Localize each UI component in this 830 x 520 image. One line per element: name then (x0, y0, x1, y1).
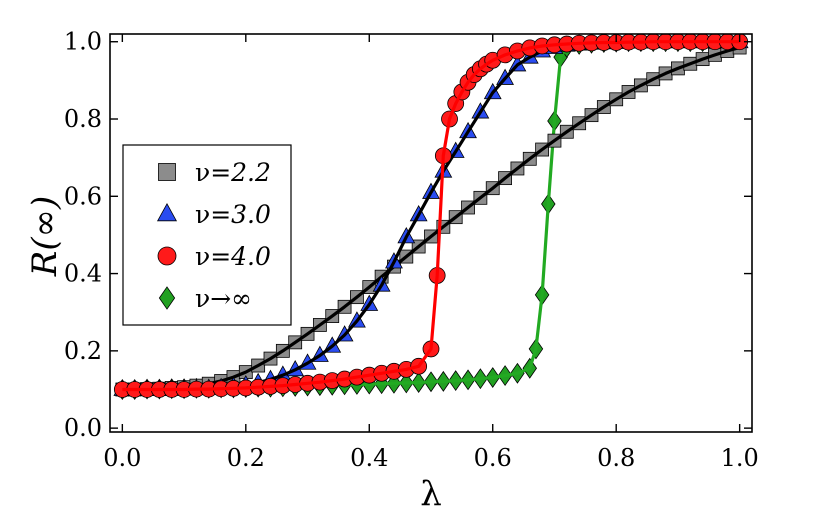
y-tick-label: 0.8 (64, 105, 102, 133)
x-axis: 0.0 0.2 0.4 0.6 0.8 1.0 (103, 34, 759, 472)
series-line (122, 45, 741, 392)
legend-marker-square (158, 163, 176, 181)
y-tick-label: 1.0 (64, 28, 102, 56)
legend-label: ν=4.0 (195, 242, 271, 271)
x-tick-label: 0.0 (103, 444, 141, 472)
legend-marker-circle (157, 246, 177, 266)
legend-label: ν=3.0 (195, 200, 271, 229)
plot-area (113, 34, 749, 400)
legend-box (122, 144, 292, 326)
x-axis-label: λ (420, 474, 442, 514)
legend-label: ν→∞ (195, 284, 252, 313)
y-tick-label: 0.6 (64, 182, 102, 210)
legend-value: 2.2 (230, 158, 271, 187)
legend-symbol: ν= (195, 242, 231, 271)
x-tick-label: 0.4 (350, 444, 388, 472)
y-axis-label: R(∞) (25, 196, 65, 277)
x-tick-label: 0.2 (227, 444, 265, 472)
legend-value: 4.0 (230, 242, 271, 271)
legend-marker-diamond (158, 286, 176, 310)
legend-symbol: ν= (195, 158, 231, 187)
legend-label: ν=2.2 (195, 158, 271, 187)
legend-value: 3.0 (231, 200, 271, 229)
y-tick-label: 0.0 (64, 414, 102, 442)
x-tick-label: 0.6 (474, 444, 512, 472)
series-circle (113, 34, 749, 398)
y-tick-label: 0.4 (64, 260, 102, 288)
y-axis: 0.0 0.2 0.4 0.6 0.8 1.0 (64, 28, 752, 442)
x-tick-label: 1.0 (721, 444, 759, 472)
legend-symbol: ν→∞ (195, 284, 252, 313)
series-line (122, 40, 740, 392)
axes-frame (109, 33, 753, 433)
legend: ν=2.2ν=3.0ν=4.0ν→∞ (122, 144, 292, 326)
legend-symbol: ν= (195, 200, 231, 229)
y-tick-label: 0.2 (64, 337, 102, 365)
legend-marker-triangle (156, 202, 178, 222)
x-tick-label: 0.8 (597, 444, 635, 472)
